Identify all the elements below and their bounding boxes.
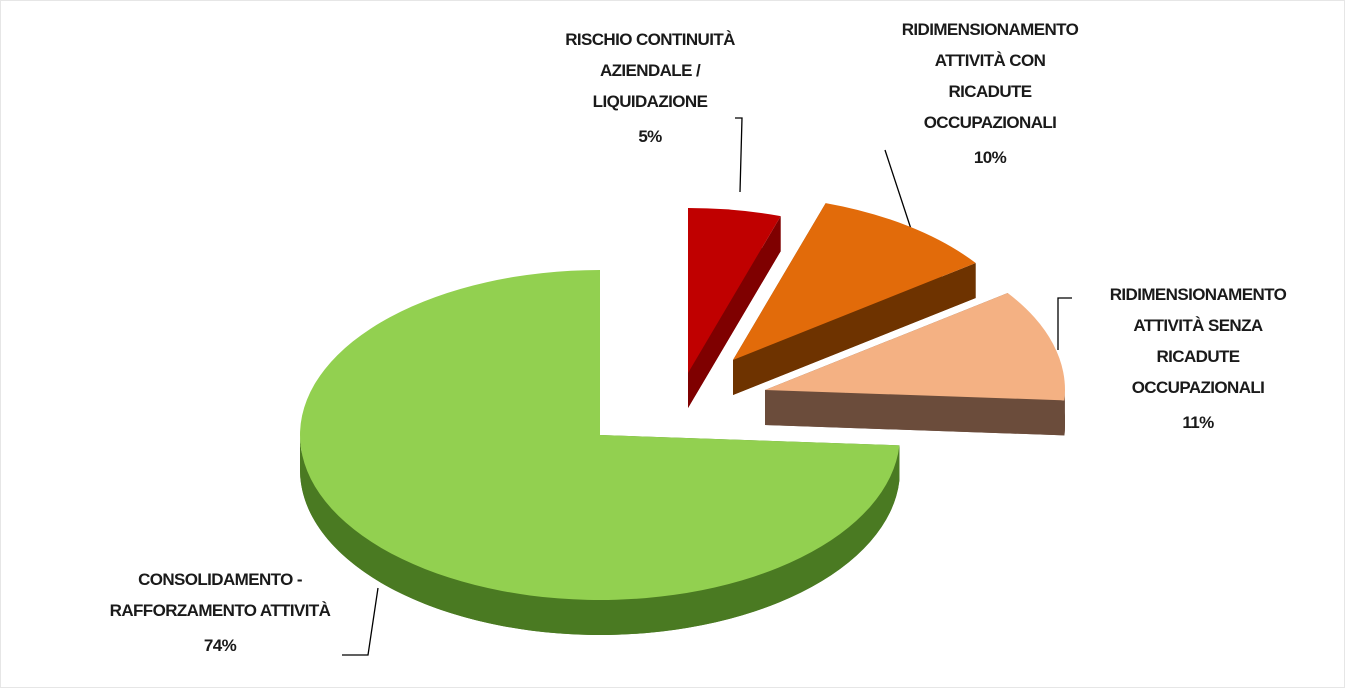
slice-side — [688, 216, 781, 408]
slice — [765, 293, 1065, 401]
leader-line — [1057, 297, 1072, 350]
pie-slice — [688, 208, 781, 408]
leader-line — [884, 149, 913, 233]
pie-slice — [299, 270, 900, 636]
slice-value-label: 74% — [204, 636, 237, 655]
slice-label: RISCHIO CONTINUITÀ AZIENDALE / LIQUIDAZION… — [565, 30, 735, 111]
slice-wall — [1064, 390, 1065, 436]
slice-label: RIDIMENSIONAMENTO ATTIVITÀ SENZA RICADUTE O… — [1110, 285, 1287, 397]
slice-value-label: 10% — [974, 148, 1007, 167]
leader-line — [342, 587, 379, 656]
slice-value-label: 11% — [1182, 413, 1214, 432]
pie-slice — [733, 203, 976, 395]
slice-label: RIDIMENSIONAMENTO ATTIVITÀ CON RICADUTE OCC… — [902, 20, 1079, 132]
slice-side — [733, 263, 976, 395]
slice — [688, 208, 781, 373]
slice — [300, 270, 900, 601]
slice-value-label: 5% — [638, 127, 662, 146]
slice — [733, 203, 976, 360]
pie-slice — [765, 293, 1065, 436]
slice-wall — [300, 435, 900, 636]
slice-side — [765, 390, 1065, 436]
leader-line — [735, 117, 743, 193]
slice-label: CONSOLIDAMENTO -RAFFORZAMENTO ATTIVITÀ — [110, 570, 331, 620]
